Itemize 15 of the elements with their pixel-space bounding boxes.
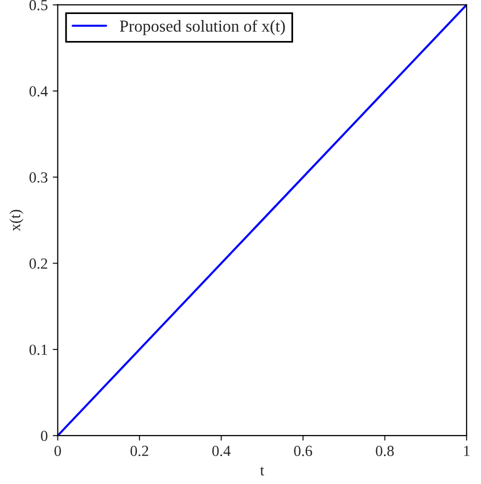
y-tick-label: 0.3 — [29, 172, 48, 183]
x-tick-label: 0.2 — [130, 446, 148, 456]
x-tick-label: 0.6 — [294, 446, 312, 456]
y-tick-label: 0 — [40, 430, 48, 442]
y-axis-title: x(t) — [9, 210, 24, 232]
y-tick-label: 0.4 — [29, 86, 48, 97]
y-tick-label: 0.5 — [29, 0, 48, 10]
x-tick-label: 0.8 — [376, 446, 394, 456]
y-tick-label: 0.2 — [29, 258, 48, 269]
legend-label: Proposed solution of x(t) — [120, 20, 285, 36]
x-tick-label: 0.4 — [212, 446, 231, 456]
x-axis-title: t — [260, 466, 264, 476]
x-tick-label: 0 — [54, 446, 61, 456]
y-tick-label: 0.1 — [29, 344, 48, 355]
x-tick-label: 1 — [464, 446, 470, 456]
